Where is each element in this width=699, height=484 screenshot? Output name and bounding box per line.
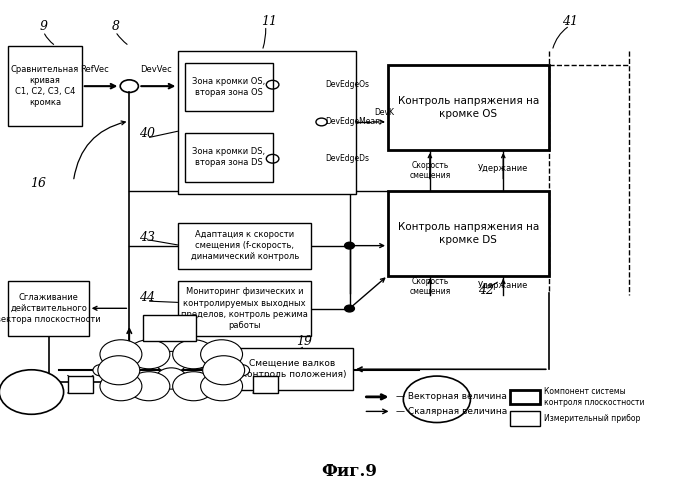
Circle shape [100,340,142,369]
Text: Фиг.9: Фиг.9 [322,463,377,481]
Circle shape [203,356,245,385]
Text: Смещение валков
(контроль положения): Смещение валков (контроль положения) [238,359,346,379]
Circle shape [345,242,354,249]
Text: Удержание: Удержание [478,165,528,173]
FancyBboxPatch shape [8,46,82,126]
Text: 16: 16 [31,178,46,190]
Text: DevK: DevK [374,108,394,117]
FancyBboxPatch shape [68,376,93,393]
Circle shape [93,364,110,376]
Text: 11: 11 [261,15,277,28]
Text: Сглаживание
действительного
вектора плоскостности: Сглаживание действительного вектора плос… [0,293,101,324]
Circle shape [100,372,142,401]
Text: Зона кромки DS,
вторая зона DS: Зона кромки DS, вторая зона DS [192,147,266,167]
Circle shape [233,364,250,376]
Text: 9: 9 [39,20,48,33]
Text: 42: 42 [478,284,493,297]
Circle shape [173,372,215,401]
Text: 41: 41 [562,15,577,28]
FancyBboxPatch shape [178,281,311,336]
FancyBboxPatch shape [253,376,278,393]
Circle shape [128,372,170,401]
Circle shape [201,372,243,401]
Text: 43: 43 [139,231,154,243]
Text: Контроль напряжения на
кромке DS: Контроль напряжения на кромке DS [398,222,539,245]
Text: DevEdgeDs: DevEdgeDs [325,154,369,163]
Text: — Векторная величина: — Векторная величина [396,393,507,401]
Text: DevEdgeOs: DevEdgeOs [325,80,369,89]
Text: RefVec: RefVec [80,65,109,74]
Circle shape [156,368,187,389]
Text: Скорость
смещения: Скорость смещения [409,277,451,296]
FancyBboxPatch shape [143,315,196,341]
Text: Мониторинг физических и
контролируемых выходных
пределов, контроль режима
работы: Мониторинг физических и контролируемых в… [181,287,308,330]
FancyBboxPatch shape [231,348,353,390]
FancyBboxPatch shape [388,65,549,150]
Circle shape [0,370,64,414]
Circle shape [128,340,170,369]
Text: 19: 19 [296,335,312,348]
Text: 40: 40 [139,127,154,139]
Text: Компонент системы
контроля плоскостности: Компонент системы контроля плоскостности [544,387,644,407]
Text: 44: 44 [139,291,154,304]
Circle shape [403,376,470,423]
FancyBboxPatch shape [8,281,89,336]
Text: DevVec: DevVec [140,65,172,74]
Text: Скорость
смещения: Скорость смещения [409,161,451,180]
FancyBboxPatch shape [178,51,356,194]
FancyBboxPatch shape [185,133,273,182]
Circle shape [173,340,215,369]
Circle shape [201,340,243,369]
Text: Адаптация к скорости
смещения (f-скорость,
динамический контроль: Адаптация к скорости смещения (f-скорост… [191,230,298,261]
Text: 8: 8 [111,20,120,33]
FancyBboxPatch shape [178,223,311,269]
Text: Удержание: Удержание [478,281,528,290]
FancyBboxPatch shape [510,411,540,426]
Text: Контроль напряжения на
кромке OS: Контроль напряжения на кромке OS [398,96,539,119]
Text: — Скалярная величина: — Скалярная величина [396,407,507,416]
Circle shape [156,351,187,373]
Text: Измерительный прибор: Измерительный прибор [544,414,640,423]
FancyBboxPatch shape [388,191,549,276]
Circle shape [98,356,140,385]
FancyBboxPatch shape [185,63,273,111]
FancyBboxPatch shape [510,390,540,404]
Text: Сравнительная
кривая
C1, C2, C3, C4
кромка: Сравнительная кривая C1, C2, C3, C4 кром… [11,65,79,107]
Text: DevEdgeMean: DevEdgeMean [325,118,380,126]
Text: Зона кромки OS,
вторая зона OS: Зона кромки OS, вторая зона OS [192,77,266,97]
Circle shape [345,305,354,312]
